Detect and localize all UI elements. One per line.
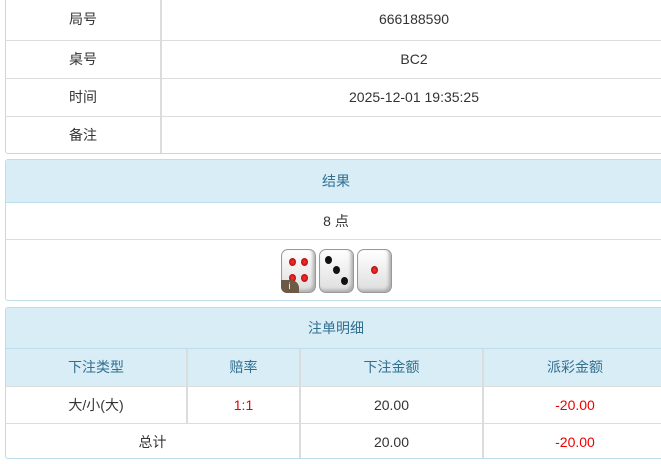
header-odds: 赔率: [187, 349, 301, 387]
total-payout: -20.00: [555, 433, 595, 450]
bet-detail-title: 注单明细: [6, 308, 661, 349]
dice-row: i: [6, 240, 661, 293]
header-bet-amount: 下注金额: [300, 349, 484, 387]
time-label: 时间: [6, 78, 162, 117]
total-amount: 20.00: [300, 423, 484, 458]
table-label: 桌号: [6, 40, 162, 79]
payout: -20.00: [483, 386, 661, 424]
time-value: 2025-12-01 19:35:25: [161, 78, 661, 117]
total-row: 总计 20.00 -20.00: [6, 423, 661, 458]
bet-amount: 20.00: [300, 386, 484, 424]
result-points: 8 点: [6, 203, 661, 240]
header-payout: 派彩金额: [483, 349, 661, 387]
info-badge-icon[interactable]: i: [280, 280, 299, 293]
die-three-icon: [318, 249, 354, 293]
round-value: 666188590: [161, 0, 661, 41]
result-panel: 结果 8 点 i: [5, 159, 661, 301]
die-one-icon: [356, 249, 392, 293]
info-panel: 局号 666188590 桌号 BC2 时间 2025-12-01 19:35:25 …: [5, 0, 661, 154]
total-label: 总计: [6, 423, 301, 458]
remark-value: [161, 116, 661, 153]
bet-detail-panel: 注单明细 下注类型 赔率 下注金额 派彩金额 大/小(大) 1:1 20.00 -20.00…: [5, 307, 661, 459]
round-label: 局号: [6, 0, 162, 41]
header-bet-type: 下注类型: [6, 349, 188, 387]
bet-type: 大/小(大): [6, 386, 188, 424]
die-four-icon: i: [280, 249, 316, 293]
table-row: 大/小(大) 1:1 20.00 -20.00: [6, 386, 661, 424]
result-title: 结果: [6, 160, 661, 203]
table-value: BC2: [161, 40, 661, 79]
remark-label: 备注: [6, 116, 162, 153]
odds: 1:1: [187, 386, 301, 424]
